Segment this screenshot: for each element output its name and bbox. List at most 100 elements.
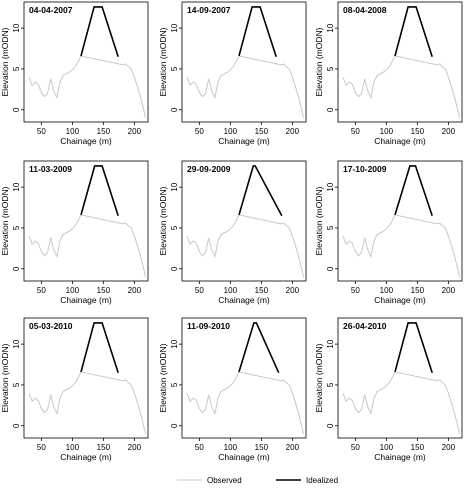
x-tick-label: 150: [255, 443, 269, 452]
idealized-series-line: [238, 322, 280, 374]
y-tick-label: 5: [170, 225, 179, 230]
y-tick-label: 10: [326, 23, 335, 32]
y-tick-label: 5: [170, 382, 179, 387]
x-tick-label: 50: [37, 443, 46, 452]
y-tick-label: 0: [12, 423, 21, 428]
panel-title: 08-04-2008: [343, 5, 387, 15]
y-axis-label: Elevation (mODN): [158, 27, 168, 96]
x-tick-label: 150: [411, 286, 425, 295]
y-tick-label: 10: [170, 23, 179, 32]
x-tick-label: 100: [224, 443, 238, 452]
y-axis-label: Elevation (mODN): [314, 186, 324, 255]
x-tick-label: 50: [351, 127, 360, 136]
y-tick-label: 10: [326, 339, 335, 348]
idealized-series-line: [80, 6, 119, 57]
plot-frame: [23, 1, 149, 123]
x-tick-label: 200: [286, 286, 300, 295]
y-tick-label: 0: [12, 266, 21, 271]
y-tick-label: 5: [326, 225, 335, 230]
panel-title: 04-04-2007: [29, 5, 73, 15]
panel-title: 14-09-2007: [187, 5, 231, 15]
observed-series-line: [186, 371, 304, 435]
x-tick-label: 100: [66, 443, 80, 452]
x-tick-label: 150: [411, 443, 425, 452]
legend: Observed Idealized: [177, 476, 338, 485]
x-tick-label: 200: [128, 127, 142, 136]
x-tick-label: 150: [411, 127, 425, 136]
y-axis-label: Elevation (mODN): [0, 186, 10, 255]
y-tick-label: 5: [12, 225, 21, 230]
panel-3: 08-04-2008 50 100 150 200 0 5 10 Chainage (m) Ele…: [314, 1, 463, 146]
x-tick-label: 50: [37, 286, 46, 295]
panel-title: 11-09-2010: [187, 321, 230, 331]
y-tick-label: 5: [12, 382, 21, 387]
y-tick-label: 0: [170, 266, 179, 271]
x-tick-label: 100: [66, 286, 80, 295]
x-tick-label: 50: [195, 286, 204, 295]
observed-series-line: [186, 55, 304, 119]
y-tick-label: 0: [326, 266, 335, 271]
y-tick-label: 0: [326, 423, 335, 428]
x-tick-label: 50: [351, 443, 360, 452]
observed-series-line: [28, 55, 146, 119]
x-tick-label: 200: [128, 286, 142, 295]
panel-9: 26-04-2010 50 100 150 200 0 5 10 Chainage (m) Ele…: [314, 317, 463, 462]
y-tick-label: 10: [12, 182, 21, 191]
plot-frame: [23, 317, 149, 439]
idealized-series-line: [238, 165, 283, 217]
y-tick-label: 5: [12, 66, 21, 71]
x-tick-label: 150: [97, 286, 111, 295]
panel-title: 17-10-2009: [343, 164, 387, 174]
x-tick-label: 50: [351, 286, 360, 295]
panel-title: 11-03-2009: [29, 164, 72, 174]
x-tick-label: 50: [37, 127, 46, 136]
panel-title: 26-04-2010: [343, 321, 387, 331]
x-tick-label: 200: [442, 443, 456, 452]
x-axis-label: Chainage (m): [218, 136, 270, 146]
x-tick-label: 50: [195, 443, 204, 452]
x-axis-label: Chainage (m): [218, 295, 270, 305]
panel-8: 11-09-2010 50 100 150 200 0 5 10 Chainage (m) Ele…: [158, 317, 307, 462]
x-tick-label: 100: [66, 127, 80, 136]
x-tick-label: 200: [442, 127, 456, 136]
panel-5: 29-09-2009 50 100 150 200 0 5 10 Chainage (m) Ele…: [158, 160, 307, 305]
plot-frame: [337, 160, 463, 282]
y-axis-label: Elevation (mODN): [314, 343, 324, 412]
idealized-series-line: [394, 6, 433, 57]
y-axis-label: Elevation (mODN): [158, 343, 168, 412]
y-tick-label: 5: [326, 382, 335, 387]
y-tick-label: 10: [170, 339, 179, 348]
x-axis-label: Chainage (m): [60, 136, 112, 146]
x-tick-label: 150: [97, 127, 111, 136]
plot-frame: [181, 1, 307, 123]
idealized-series-line: [238, 6, 277, 57]
panel-6: 17-10-2009 50 100 150 200 0 5 10 Chainage (m) Ele…: [314, 160, 463, 305]
x-tick-label: 100: [380, 286, 394, 295]
panel-title: 29-09-2009: [187, 164, 231, 174]
y-tick-label: 0: [170, 107, 179, 112]
x-tick-label: 100: [380, 127, 394, 136]
x-tick-label: 150: [97, 443, 111, 452]
x-axis-label: Chainage (m): [218, 452, 270, 462]
panel-2: 14-09-2007 50 100 150 200 0 5 10 Chainage (m) Ele…: [158, 1, 307, 146]
legend-idealized-label: Idealized: [306, 476, 338, 485]
plot-frame: [23, 160, 149, 282]
observed-series-line: [342, 55, 460, 119]
plot-frame: [181, 317, 307, 439]
x-tick-label: 100: [380, 443, 394, 452]
y-tick-label: 10: [12, 23, 21, 32]
x-axis-label: Chainage (m): [374, 136, 426, 146]
observed-series-line: [342, 371, 460, 435]
y-tick-label: 10: [12, 339, 21, 348]
x-axis-label: Chainage (m): [60, 452, 112, 462]
x-tick-label: 100: [224, 127, 238, 136]
y-tick-label: 0: [12, 107, 21, 112]
plot-frame: [181, 160, 307, 282]
panel-title: 05-03-2010: [29, 321, 73, 331]
x-tick-label: 200: [286, 443, 300, 452]
panel-4: 11-03-2009 50 100 150 200 0 5 10 Chainage (m) Ele…: [0, 160, 149, 305]
idealized-series-line: [394, 165, 433, 216]
y-tick-label: 0: [170, 423, 179, 428]
